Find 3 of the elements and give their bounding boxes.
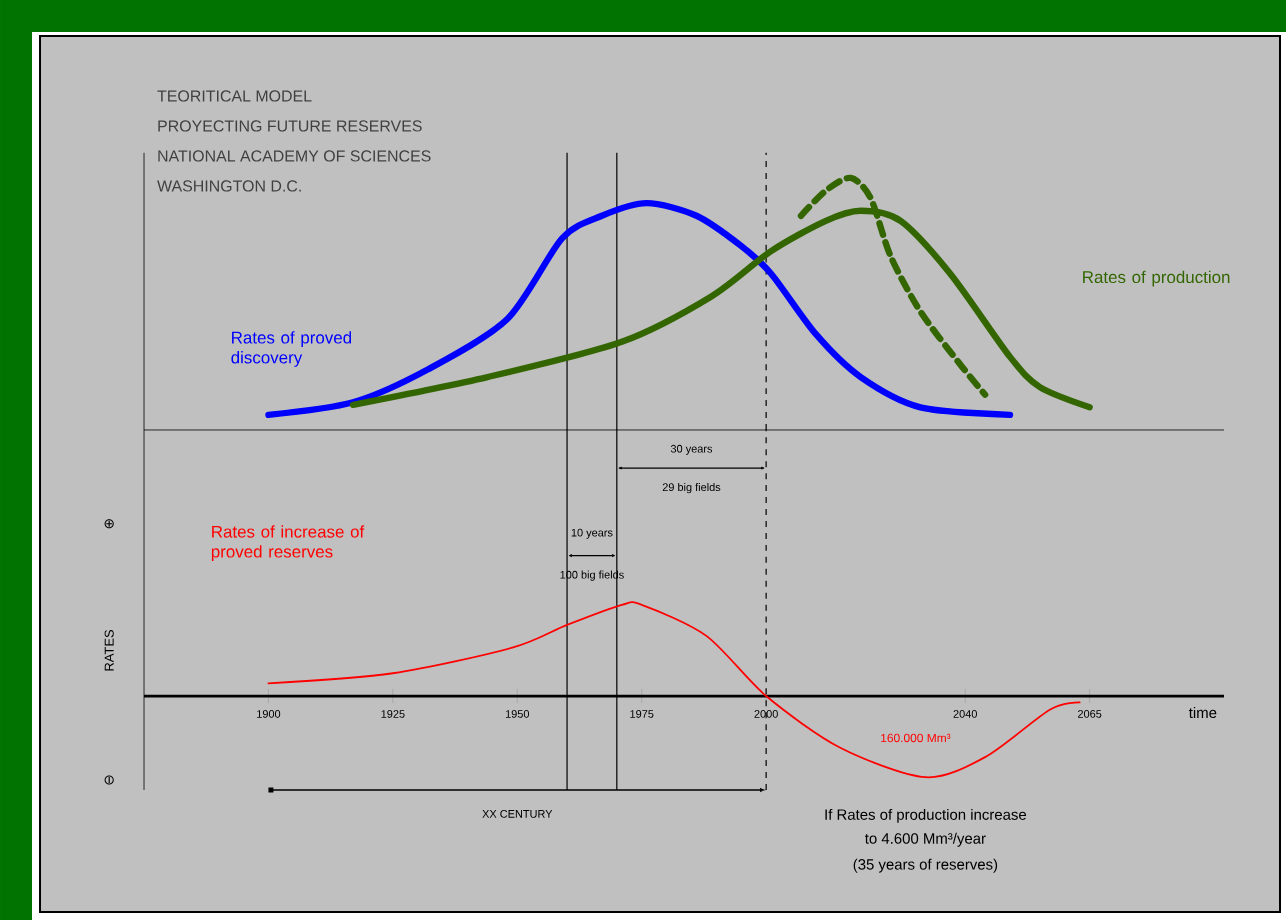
text: Rates of production bbox=[1083, 270, 1230, 287]
text: Rates of increase of proved reserves bbox=[211, 525, 365, 561]
text: Rates of proved discovery bbox=[231, 331, 352, 367]
